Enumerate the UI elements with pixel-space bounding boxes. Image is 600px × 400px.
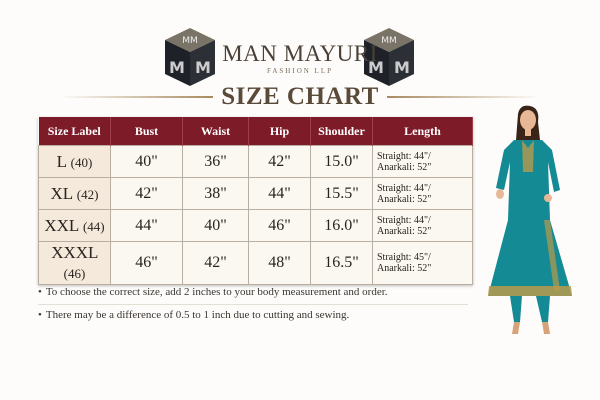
cell-waist: 38"	[182, 177, 249, 210]
brand-logo-right: MM M M	[364, 28, 414, 86]
length-anarkali: Anarkali: 52"	[377, 263, 432, 274]
bullet: •	[38, 309, 42, 321]
divider	[38, 304, 468, 305]
length-anarkali: Anarkali: 52"	[377, 225, 432, 237]
length-anarkali: Anarkali: 52"	[377, 193, 432, 205]
cell-bust: 40"	[110, 145, 183, 178]
header-hip: Hip	[248, 117, 311, 146]
brand-logo-left: MM M M	[165, 28, 215, 86]
size-code: (46)	[63, 266, 86, 281]
note-item: • There may be a difference of 0.5 to 1 i…	[38, 309, 388, 332]
cell-shoulder: 16.0"	[310, 209, 373, 242]
table-row: XXXL (46) 46" 42" 48" 16.5" Straight: 45"/Ana…	[38, 241, 473, 285]
length-straight: Straight: 45"/	[377, 252, 431, 263]
header-waist: Waist	[182, 117, 249, 146]
brand: MAN MAYURI FASHION LLP	[220, 41, 380, 76]
cell-hip: 48"	[248, 241, 311, 285]
size-name: XXXL	[51, 243, 98, 262]
size-chart-table: Size Label Bust Waist Hip Shoulder Lengt…	[38, 117, 473, 285]
cell-bust: 44"	[110, 209, 183, 242]
note-text: To choose the correct size, add 2 inches…	[45, 286, 388, 298]
bullet: •	[38, 286, 42, 298]
cell-length: Straight: 45"/Anarkali: 52"	[372, 241, 473, 285]
svg-text:M: M	[394, 58, 410, 77]
svg-text:M: M	[169, 58, 185, 77]
cell-size: XXL (44)	[38, 209, 111, 242]
table-row: L (40) 40" 36" 42" 15.0" Straight: 44"/Anarka…	[38, 145, 473, 178]
cell-waist: 42"	[182, 241, 249, 285]
cell-bust: 42"	[110, 177, 183, 210]
header-size-label: Size Label	[38, 117, 111, 146]
note-text: There may be a difference of 0.5 to 1 in…	[45, 309, 350, 321]
cell-bust: 46"	[110, 241, 183, 285]
brand-subtitle: FASHION LLP	[266, 67, 333, 75]
cell-shoulder: 15.5"	[310, 177, 373, 210]
cell-hip: 46"	[248, 209, 311, 242]
page-title: SIZE CHART	[221, 83, 379, 110]
cell-hip: 42"	[248, 145, 311, 178]
divider	[60, 96, 214, 98]
cell-hip: 44"	[248, 177, 311, 210]
header-shoulder: Shoulder	[310, 117, 373, 146]
length-straight: Straight: 44"/	[377, 182, 431, 194]
size-code: (42)	[76, 186, 99, 202]
length-straight: Straight: 44"/	[377, 214, 431, 226]
svg-text:M: M	[368, 58, 384, 77]
size-name: XL	[50, 183, 73, 203]
model-image	[488, 105, 572, 334]
divider	[386, 96, 541, 98]
note-item: • To choose the correct size, add 2 inche…	[38, 286, 388, 309]
header-length: Length	[372, 117, 473, 146]
size-name: XXL	[44, 215, 79, 235]
table-header: Size Label Bust Waist Hip Shoulder Lengt…	[38, 117, 473, 146]
svg-text:MM: MM	[182, 36, 198, 46]
cell-size: XXXL (46)	[38, 241, 111, 285]
title-row: SIZE CHART	[60, 83, 541, 110]
cell-length: Straight: 44"/Anarkali: 52"	[372, 177, 473, 210]
cell-length: Straight: 44"/Anarkali: 52"	[372, 145, 473, 178]
cell-waist: 40"	[182, 209, 249, 242]
length-straight: Straight: 44"/	[377, 150, 431, 162]
notes: • To choose the correct size, add 2 inche…	[38, 286, 388, 332]
cell-length: Straight: 44"/Anarkali: 52"	[372, 209, 473, 242]
header-bust: Bust	[110, 117, 183, 146]
cell-size: L (40)	[38, 145, 111, 178]
cell-waist: 36"	[182, 145, 249, 178]
size-name: L	[56, 151, 67, 171]
cell-shoulder: 15.0"	[310, 145, 373, 178]
cell-shoulder: 16.5"	[310, 241, 373, 285]
brand-name: MAN MAYURI	[222, 41, 378, 66]
svg-text:M: M	[195, 58, 211, 77]
size-code: (44)	[82, 218, 105, 234]
table-row: XL (42) 42" 38" 44" 15.5" Straight: 44"/Anark…	[38, 177, 473, 210]
table-row: XXL (44) 44" 40" 46" 16.0" Straight: 44"/Anar…	[38, 209, 473, 242]
svg-text:MM: MM	[381, 36, 397, 46]
size-code: (40)	[70, 154, 93, 170]
cell-size: XL (42)	[38, 177, 111, 210]
length-anarkali: Anarkali: 52"	[377, 161, 432, 173]
